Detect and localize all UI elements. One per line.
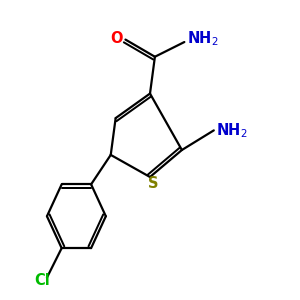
Text: NH$_2$: NH$_2$: [216, 121, 248, 140]
Text: NH$_2$: NH$_2$: [187, 29, 218, 48]
Text: S: S: [148, 176, 159, 190]
Text: O: O: [111, 31, 123, 46]
Text: Cl: Cl: [34, 272, 50, 287]
